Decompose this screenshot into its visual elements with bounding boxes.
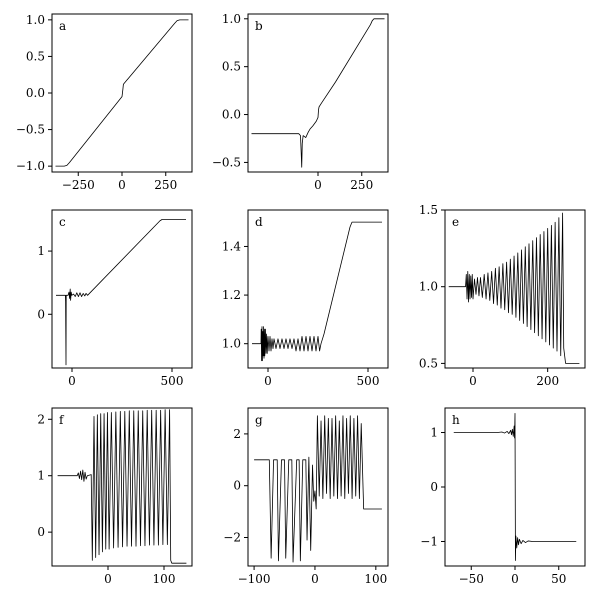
panel-c: c 0 500 0 1 (37, 209, 193, 388)
x-tick-label-b: 0 (314, 178, 322, 192)
y-tick-label-b: 0.5 (222, 60, 241, 74)
x-tick-label-a: −250 (62, 178, 95, 192)
panel-letter-e: e (452, 215, 459, 229)
x-tick-label-g: 100 (364, 572, 387, 586)
plot-frame-a (51, 13, 193, 173)
series-line-f (57, 409, 187, 564)
panel-h: h −50 0 50 −1 0 1 (420, 407, 586, 586)
y-tick-label-d: 1.4 (222, 239, 241, 253)
panel-f: f 0 100 0 1 2 (37, 407, 193, 586)
y-tick-label-b: 0.0 (222, 108, 241, 122)
y-tick-label-a: 0.0 (26, 86, 45, 100)
series-line-a (55, 19, 189, 167)
panel-letter-a: a (59, 19, 66, 33)
y-tick-label-h: 0 (430, 480, 438, 494)
series-line-b (251, 18, 385, 168)
x-tick-label-f: 100 (153, 572, 176, 586)
y-tick-label-c: 0 (37, 307, 45, 321)
plot-frame-c (51, 209, 193, 369)
y-tick-label-g: 0 (233, 479, 241, 493)
y-tick-label-g: −2 (223, 531, 241, 545)
plot-frame-f (51, 407, 193, 567)
series-line-d (252, 221, 382, 362)
panel-letter-f: f (59, 413, 65, 427)
y-tick-label-a: 1.0 (26, 13, 45, 27)
panel-letter-h: h (452, 413, 460, 427)
panel-letter-g: g (255, 413, 263, 427)
y-tick-label-b: −0.5 (212, 155, 241, 169)
y-tick-label-c: 1 (37, 244, 45, 258)
y-tick-label-a: −1.0 (16, 159, 45, 173)
x-tick-label-a: 0 (118, 178, 126, 192)
y-tick-label-d: 1.0 (222, 337, 241, 351)
plot-frame-g (247, 407, 389, 567)
x-tick-label-g: −100 (238, 572, 271, 586)
panel-letter-c: c (59, 215, 66, 229)
series-line-e (448, 212, 580, 364)
panel-letter-b: b (255, 19, 263, 33)
y-tick-label-f: 2 (37, 412, 45, 426)
y-tick-label-h: −1 (420, 534, 438, 548)
x-tick-label-f: 0 (104, 572, 112, 586)
y-tick-label-d: 1.2 (222, 288, 241, 302)
x-tick-label-h: 50 (551, 572, 566, 586)
panel-e: e 0 200 0.5 1.0 1.5 (419, 203, 586, 388)
series-line-h (453, 413, 577, 561)
x-tick-label-a: 250 (154, 178, 177, 192)
plot-frame-d (247, 209, 389, 369)
panel-g: g −100 0 100 −2 0 2 (223, 407, 389, 586)
y-tick-label-e: 1.5 (419, 203, 438, 217)
panel-b: b 0 250 −0.5 0.0 0.5 1.0 (212, 12, 389, 192)
y-tick-label-b: 1.0 (222, 12, 241, 26)
panel-d: d 0 500 1.0 1.2 1.4 (222, 209, 389, 388)
plot-frame-e (444, 209, 586, 369)
x-tick-label-h: 0 (511, 572, 519, 586)
series-line-g (254, 415, 382, 563)
x-tick-label-h: −50 (459, 572, 484, 586)
y-tick-label-a: −0.5 (16, 123, 45, 137)
y-tick-label-g: 2 (233, 427, 241, 441)
plot-frame-b (247, 13, 389, 173)
y-tick-label-f: 0 (37, 525, 45, 539)
x-tick-label-c: 500 (161, 374, 184, 388)
x-tick-label-d: 0 (264, 374, 272, 388)
y-tick-label-e: 0.5 (419, 356, 438, 370)
panel-letter-d: d (255, 215, 263, 229)
y-tick-label-a: 0.5 (26, 49, 45, 63)
x-tick-label-b: 250 (350, 178, 373, 192)
series-line-c (56, 219, 186, 366)
panel-a: a −250 0 250 −1.0 −0.5 0.0 0.5 1.0 (16, 13, 193, 192)
x-tick-label-e: 200 (536, 374, 559, 388)
x-tick-label-c: 0 (68, 374, 76, 388)
x-tick-label-e: 0 (469, 374, 477, 388)
x-tick-label-d: 500 (357, 374, 380, 388)
y-tick-label-h: 1 (430, 426, 438, 440)
y-tick-label-e: 1.0 (419, 280, 438, 294)
x-tick-label-g: 0 (311, 572, 319, 586)
y-tick-label-f: 1 (37, 469, 45, 483)
